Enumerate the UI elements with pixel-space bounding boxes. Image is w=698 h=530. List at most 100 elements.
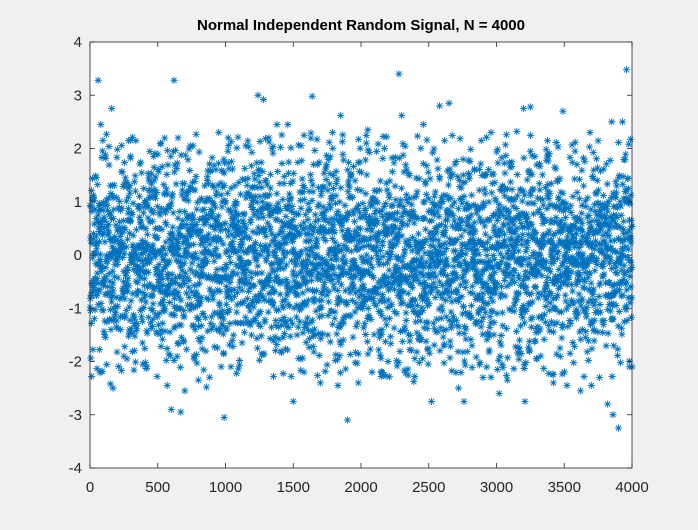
data-point — [91, 306, 99, 314]
data-point — [168, 243, 176, 251]
data-point — [192, 271, 200, 279]
data-point — [258, 183, 266, 191]
data-point — [158, 298, 167, 306]
data-point — [563, 244, 571, 252]
data-point — [605, 278, 614, 287]
data-point — [265, 134, 273, 142]
data-point — [528, 314, 536, 322]
data-point — [583, 234, 592, 243]
data-point — [212, 270, 220, 279]
data-point — [383, 186, 391, 194]
data-point — [381, 216, 389, 224]
data-point — [278, 302, 287, 310]
data-point — [259, 285, 267, 293]
data-point — [606, 222, 614, 230]
data-point — [486, 323, 494, 332]
data-point — [312, 253, 320, 262]
data-point — [398, 232, 406, 240]
data-point — [609, 216, 617, 224]
data-point — [145, 251, 153, 259]
data-point — [515, 289, 523, 297]
data-point — [622, 66, 631, 74]
data-point — [190, 355, 198, 363]
data-point — [624, 245, 633, 253]
data-point — [318, 265, 327, 273]
data-point — [190, 240, 198, 249]
data-point — [466, 203, 474, 211]
data-point — [96, 257, 104, 266]
data-point — [211, 288, 219, 296]
data-point — [301, 318, 309, 326]
data-point — [164, 161, 172, 169]
data-point — [469, 230, 477, 238]
data-point — [614, 138, 623, 147]
data-point — [197, 194, 205, 203]
data-point — [546, 189, 554, 197]
data-point — [576, 272, 584, 280]
data-point — [339, 131, 347, 139]
data-point — [400, 288, 408, 296]
data-point — [614, 345, 622, 353]
data-point — [90, 197, 98, 205]
data-point — [522, 288, 530, 297]
data-point — [215, 128, 223, 137]
data-point — [285, 223, 293, 231]
data-point — [470, 201, 478, 209]
data-point — [425, 282, 433, 291]
data-point — [446, 337, 454, 345]
data-point — [89, 345, 97, 354]
data-point — [298, 188, 307, 196]
data-point — [299, 181, 307, 190]
data-point — [238, 256, 246, 265]
data-point — [493, 309, 501, 318]
data-point — [245, 234, 254, 242]
data-point — [168, 270, 176, 278]
data-point — [214, 286, 222, 294]
data-point — [217, 191, 225, 199]
data-point — [570, 234, 578, 242]
data-point — [307, 277, 316, 285]
data-point — [354, 159, 362, 167]
data-point — [288, 284, 296, 292]
data-point — [513, 257, 521, 265]
data-point — [513, 127, 521, 136]
data-point — [89, 193, 98, 201]
data-point — [275, 261, 283, 269]
data-point — [515, 215, 523, 224]
data-point — [222, 300, 230, 308]
data-point — [429, 319, 438, 327]
data-point — [469, 289, 477, 298]
data-point — [215, 159, 223, 167]
data-point — [398, 212, 406, 220]
data-point — [565, 245, 573, 253]
data-point — [571, 147, 579, 155]
data-point — [184, 274, 192, 282]
data-point — [506, 224, 514, 232]
data-point — [158, 335, 167, 343]
data-point — [553, 291, 562, 299]
data-point — [224, 147, 232, 155]
data-point — [237, 259, 245, 267]
data-point — [552, 138, 560, 147]
data-point — [396, 295, 404, 303]
data-point — [452, 368, 460, 377]
data-point — [451, 160, 459, 168]
data-point — [144, 203, 152, 211]
data-point — [580, 275, 588, 284]
data-point — [109, 287, 117, 295]
data-point — [152, 173, 160, 181]
data-point — [615, 280, 623, 288]
data-point — [512, 213, 520, 221]
data-point — [508, 162, 516, 171]
data-point — [364, 146, 372, 154]
data-point — [93, 275, 101, 283]
data-point — [288, 320, 297, 328]
data-point — [126, 181, 134, 190]
data-point — [157, 268, 166, 276]
data-point — [612, 264, 620, 272]
data-point — [479, 314, 487, 322]
data-point — [124, 193, 132, 201]
data-point — [316, 270, 324, 278]
data-point — [145, 193, 154, 201]
data-point — [96, 250, 104, 258]
